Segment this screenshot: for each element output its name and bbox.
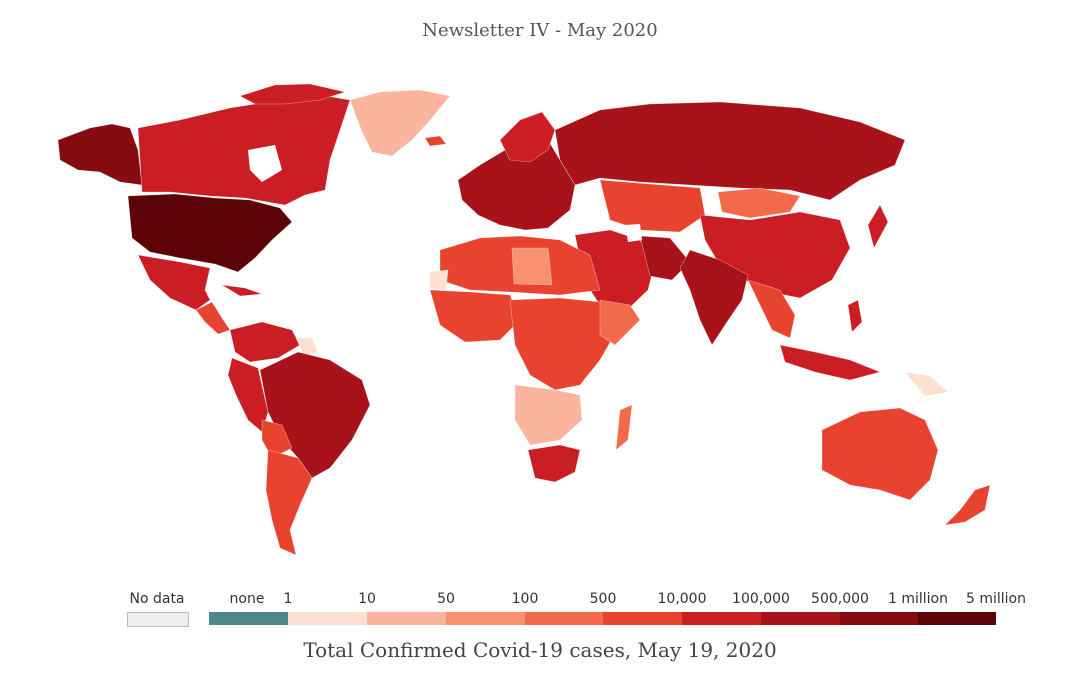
region-iceland[interactable] — [424, 135, 447, 147]
region-canada[interactable] — [137, 94, 351, 206]
region-angola-zambia[interactable] — [514, 384, 583, 446]
region-central-asia[interactable] — [599, 179, 706, 233]
region-new-zealand[interactable] — [944, 484, 991, 526]
region-bolivia[interactable] — [261, 419, 293, 459]
region-western-sahara[interactable] — [429, 269, 449, 291]
region-horn-of-africa[interactable] — [599, 299, 641, 346]
region-south-africa[interactable] — [527, 444, 581, 483]
region-cuba[interactable] — [221, 284, 263, 297]
region-australia[interactable] — [821, 407, 939, 501]
region-russia[interactable] — [554, 101, 906, 201]
region-canada-arctic[interactable] — [239, 83, 347, 105]
region-argentina-chile[interactable] — [265, 449, 313, 556]
region-colombia-venezuela[interactable] — [229, 321, 301, 363]
region-scandinavia[interactable] — [499, 111, 556, 163]
region-indonesia[interactable] — [779, 344, 881, 381]
region-central-america[interactable] — [195, 301, 231, 335]
region-peru[interactable] — [227, 357, 269, 433]
region-mexico[interactable] — [137, 254, 211, 311]
region-mongolia[interactable] — [717, 187, 801, 219]
region-india[interactable] — [679, 249, 749, 346]
region-philippines[interactable] — [847, 299, 863, 333]
region-japan[interactable] — [867, 204, 889, 249]
region-iran[interactable] — [639, 235, 691, 281]
region-madagascar[interactable] — [615, 404, 633, 451]
map-title: Newsletter IV - May 2020 — [422, 20, 658, 41]
region-guianas[interactable] — [295, 337, 319, 357]
region-southeast-asia[interactable] — [747, 279, 796, 339]
region-greenland[interactable] — [349, 89, 451, 157]
caspian-sea — [625, 224, 642, 242]
region-papua-new-guinea[interactable] — [904, 371, 949, 397]
region-libya[interactable] — [511, 247, 553, 286]
region-west-africa[interactable] — [429, 289, 521, 343]
map-caption: Total Confirmed Covid-19 cases, May 19, … — [303, 638, 777, 662]
hudson-bay — [248, 145, 282, 182]
region-united-states[interactable] — [127, 193, 293, 273]
region-alaska[interactable] — [57, 123, 143, 186]
region-central-africa[interactable] — [509, 297, 621, 391]
